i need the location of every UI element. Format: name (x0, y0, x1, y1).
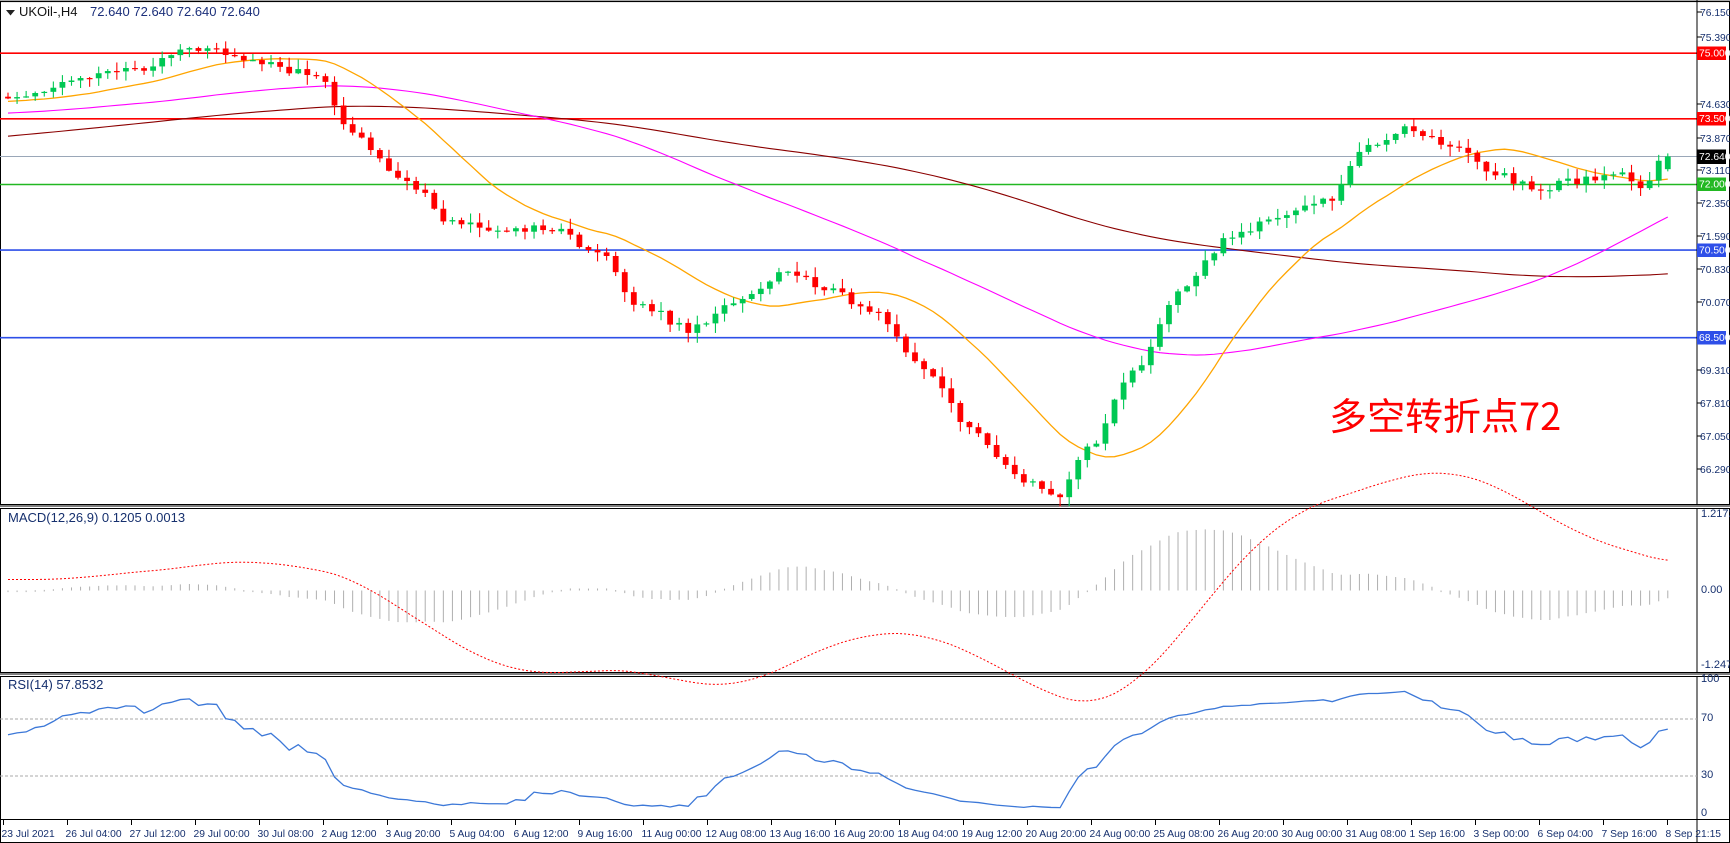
svg-text:70.830: 70.830 (1700, 265, 1730, 276)
svg-text:1.2172: 1.2172 (1701, 508, 1730, 520)
svg-text:67.050: 67.050 (1700, 432, 1730, 443)
svg-text:26 Aug 20:00: 26 Aug 20:00 (1218, 829, 1279, 840)
svg-text:3 Aug 20:00: 3 Aug 20:00 (386, 829, 441, 840)
svg-text:0: 0 (1701, 807, 1707, 819)
svg-text:5 Aug 04:00: 5 Aug 04:00 (450, 829, 505, 840)
svg-text:7 Sep 16:00: 7 Sep 16:00 (1602, 829, 1658, 840)
svg-text:73.870: 73.870 (1700, 134, 1730, 145)
svg-text:6 Sep 04:00: 6 Sep 04:00 (1538, 829, 1594, 840)
svg-text:72.350: 72.350 (1700, 199, 1730, 210)
svg-text:74.630: 74.630 (1700, 100, 1730, 111)
svg-text:23 Jul 2021: 23 Jul 2021 (2, 829, 56, 840)
svg-text:0.00: 0.00 (1701, 584, 1722, 596)
svg-text:多空转折点72: 多空转折点72 (1329, 386, 1561, 441)
svg-text:30: 30 (1701, 769, 1713, 781)
svg-text:70.500: 70.500 (1699, 246, 1730, 257)
svg-text:RSI(14) 57.8532: RSI(14) 57.8532 (8, 677, 103, 692)
svg-text:76.150: 76.150 (1700, 8, 1730, 19)
svg-text:30 Jul 08:00: 30 Jul 08:00 (258, 829, 314, 840)
svg-text:6 Aug 12:00: 6 Aug 12:00 (514, 829, 569, 840)
svg-text:16 Aug 20:00: 16 Aug 20:00 (834, 829, 895, 840)
svg-text:UKOil-,H4: UKOil-,H4 (19, 4, 78, 19)
svg-text:12 Aug 08:00: 12 Aug 08:00 (706, 829, 767, 840)
svg-text:70: 70 (1701, 712, 1713, 724)
svg-text:30 Aug 00:00: 30 Aug 00:00 (1282, 829, 1343, 840)
svg-text:1 Sep 16:00: 1 Sep 16:00 (1410, 829, 1466, 840)
svg-text:-1.2479: -1.2479 (1701, 659, 1730, 671)
svg-text:66.290: 66.290 (1700, 465, 1730, 476)
svg-text:2 Aug 12:00: 2 Aug 12:00 (322, 829, 377, 840)
svg-text:67.810: 67.810 (1700, 399, 1730, 410)
svg-text:18 Aug 04:00: 18 Aug 04:00 (898, 829, 959, 840)
svg-text:24 Aug 00:00: 24 Aug 00:00 (1090, 829, 1151, 840)
svg-text:100: 100 (1701, 673, 1719, 685)
svg-text:69.310: 69.310 (1700, 366, 1730, 377)
svg-text:19 Aug 12:00: 19 Aug 12:00 (962, 829, 1023, 840)
svg-text:11 Aug 00:00: 11 Aug 00:00 (642, 829, 702, 840)
svg-text:3 Sep 00:00: 3 Sep 00:00 (1474, 829, 1530, 840)
svg-text:13 Aug 16:00: 13 Aug 16:00 (770, 829, 831, 840)
svg-text:68.500: 68.500 (1699, 333, 1730, 344)
svg-text:29 Jul 00:00: 29 Jul 00:00 (194, 829, 250, 840)
svg-text:73.110: 73.110 (1700, 166, 1730, 177)
svg-text:25 Aug 08:00: 25 Aug 08:00 (1154, 829, 1215, 840)
svg-text:70.070: 70.070 (1700, 298, 1730, 309)
svg-text:31 Aug 08:00: 31 Aug 08:00 (1346, 829, 1407, 840)
svg-text:9 Aug 16:00: 9 Aug 16:00 (578, 829, 633, 840)
svg-text:75.390: 75.390 (1700, 33, 1730, 44)
svg-text:72.000: 72.000 (1699, 180, 1730, 191)
svg-text:73.500: 73.500 (1699, 114, 1730, 125)
svg-text:20 Aug 20:00: 20 Aug 20:00 (1026, 829, 1087, 840)
svg-text:72.640: 72.640 (1699, 152, 1730, 163)
svg-text:75.000: 75.000 (1699, 49, 1730, 60)
svg-text:71.590: 71.590 (1700, 232, 1730, 243)
svg-text:8 Sep 21:15: 8 Sep 21:15 (1666, 829, 1722, 840)
svg-text:27 Jul 12:00: 27 Jul 12:00 (130, 829, 186, 840)
svg-text:26 Jul 04:00: 26 Jul 04:00 (66, 829, 122, 840)
svg-text:72.640 72.640 72.640 72.640: 72.640 72.640 72.640 72.640 (90, 4, 260, 19)
svg-text:MACD(12,26,9) 0.1205 0.0013: MACD(12,26,9) 0.1205 0.0013 (8, 510, 185, 525)
